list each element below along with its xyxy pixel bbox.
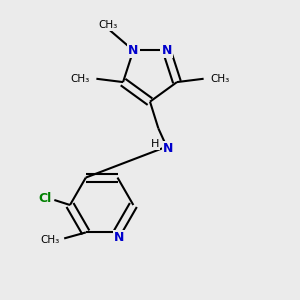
Text: CH₃: CH₃ [210,74,230,84]
Text: N: N [163,142,173,155]
Text: H: H [151,139,159,149]
Text: N: N [128,44,139,57]
Text: N: N [114,231,124,244]
Text: CH₃: CH₃ [99,20,118,30]
Text: CH₃: CH₃ [40,235,59,245]
Text: N: N [161,44,172,57]
Text: CH₃: CH₃ [70,74,90,84]
Text: Cl: Cl [38,192,52,205]
